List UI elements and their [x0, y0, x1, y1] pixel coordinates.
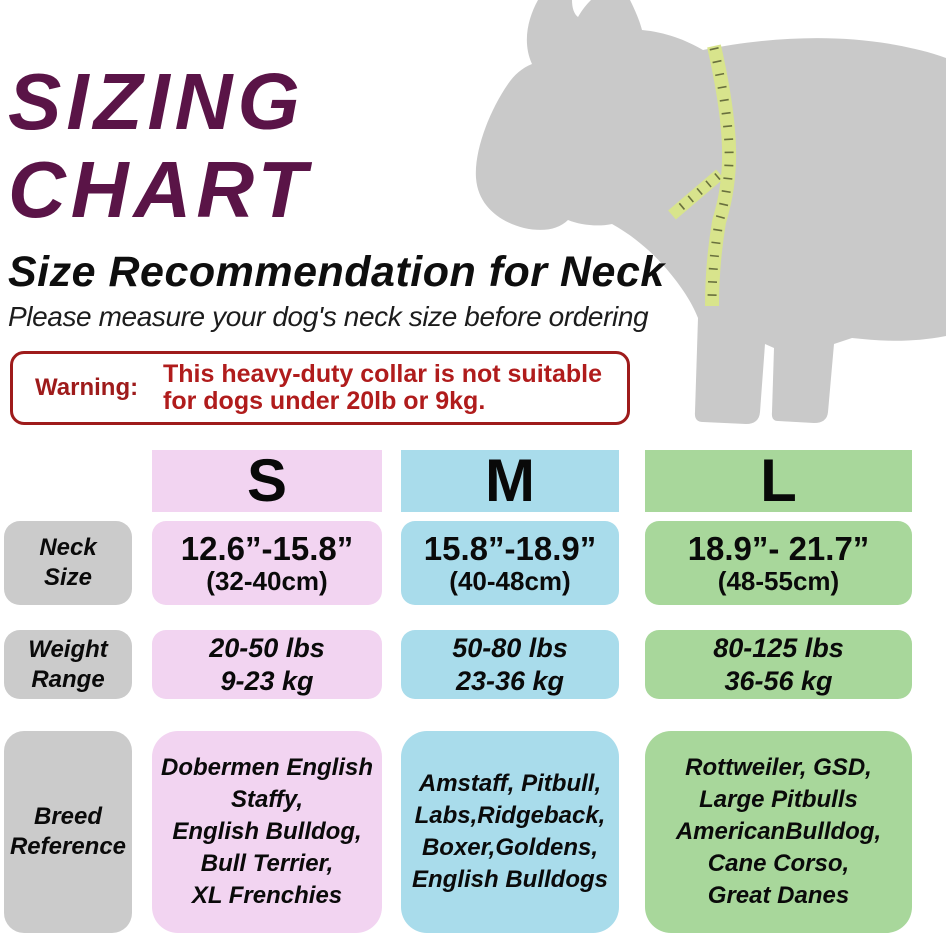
neck-size-inches: 15.8”-18.9”: [423, 530, 597, 567]
warning-message: This heavy-duty collar is not suitable f…: [163, 360, 602, 415]
size-header-l: L: [645, 450, 912, 512]
breed-list: Rottweiler, GSD, Large Pitbulls American…: [675, 754, 882, 909]
page-title-line-2: CHART: [8, 145, 312, 234]
breed-list: Amstaff, Pitbull, Labs,Ridgeback, Boxer,…: [412, 770, 608, 893]
breed-list: Dobermen English Staffy, English Bulldog…: [160, 754, 374, 909]
measuring-tape-branch: [668, 169, 724, 220]
dog-silhouette: [475, 0, 946, 424]
neck-size-cm: (48-55cm): [717, 566, 840, 596]
size-header-m: M: [401, 450, 619, 512]
size-header-s: S: [152, 450, 382, 512]
neck-size-cell-s: 12.6”-15.8” (32-40cm): [152, 521, 382, 605]
page-title-line-1: SIZING: [8, 57, 305, 146]
neck-size-cm: (32-40cm): [206, 566, 328, 596]
row-label-neck-size: Neck Size: [4, 521, 132, 605]
weight-range: 50-80 lbs 23-36 kg: [452, 632, 568, 696]
neck-size-inches: 12.6”-15.8”: [180, 530, 354, 567]
warning-box: Warning: This heavy-duty collar is not s…: [10, 351, 630, 425]
neck-size-inches: 18.9”- 21.7”: [687, 530, 870, 567]
page-subtitle: Size Recommendation for Neck: [8, 248, 665, 296]
neck-size-cell-m: 15.8”-18.9” (40-48cm): [401, 521, 619, 605]
breed-cell-l: Rottweiler, GSD, Large Pitbulls American…: [645, 731, 912, 933]
weight-cell-m: 50-80 lbs 23-36 kg: [401, 630, 619, 699]
weight-cell-s: 20-50 lbs 9-23 kg: [152, 630, 382, 699]
page-title: SIZING CHART: [8, 58, 312, 234]
row-label-breed-reference: Breed Reference: [4, 731, 132, 933]
weight-cell-l: 80-125 lbs 36-56 kg: [645, 630, 912, 699]
weight-range: 20-50 lbs 9-23 kg: [209, 632, 325, 696]
breed-cell-s: Dobermen English Staffy, English Bulldog…: [152, 731, 382, 933]
measuring-tape-tick-marks: [707, 47, 734, 305]
row-label-weight-range: Weight Range: [4, 630, 132, 699]
measuring-tape-icon: [668, 44, 737, 307]
weight-range: 80-125 lbs 36-56 kg: [713, 632, 844, 696]
measure-note: Please measure your dog's neck size befo…: [8, 301, 649, 332]
measuring-tape-branch-ticks: [671, 172, 721, 217]
warning-label: Warning:: [35, 374, 139, 401]
breed-cell-m: Amstaff, Pitbull, Labs,Ridgeback, Boxer,…: [401, 731, 619, 933]
neck-size-cell-l: 18.9”- 21.7” (48-55cm): [645, 521, 912, 605]
neck-size-cm: (40-48cm): [449, 566, 571, 596]
dog-silhouette-image: [475, 0, 946, 424]
